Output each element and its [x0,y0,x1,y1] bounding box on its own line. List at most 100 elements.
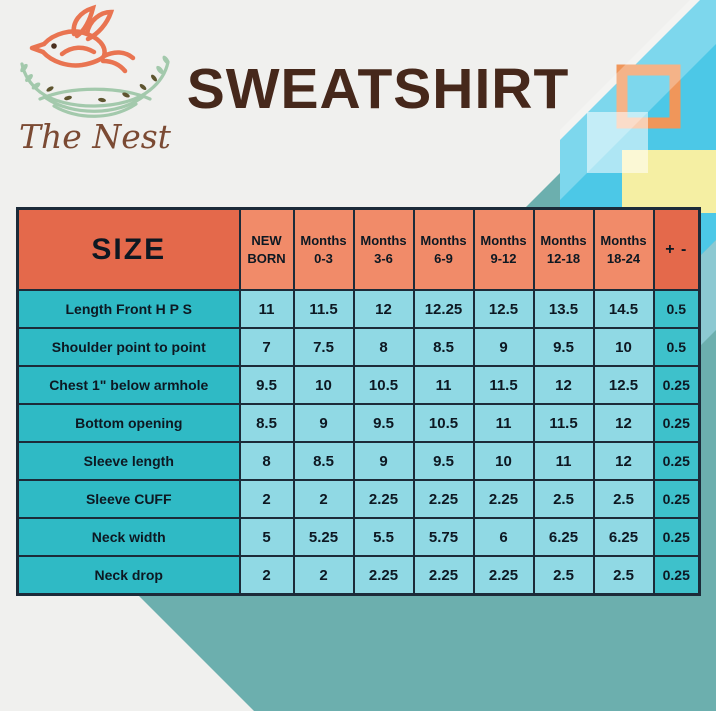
size-table-wrap: SIZE NEW BORN Months 0-3 Months 3-6 Months 6-9 Mo… [16,207,701,596]
orange-frame-square [616,64,681,129]
size-value-cell: 0.5 [652,289,701,329]
size-value-cell: 5.75 [412,517,475,557]
page-title: SWEATSHIRT [186,57,570,121]
header-cell: Months 18-24 [592,207,655,291]
header-cell: NEW BORN [238,207,295,291]
size-value-cell: 0.25 [652,555,701,596]
table-row: Sleeve CUFF 2 2 2.25 2.25 2.25 2.5 2.5 0.25 [16,479,701,519]
size-value-cell: 2.5 [532,479,595,519]
size-table: SIZE NEW BORN Months 0-3 Months 3-6 Months 6-9 Mo… [16,207,701,596]
size-value-cell: 12 [532,365,595,405]
size-value-cell: 8 [238,441,295,481]
size-value-cell: 10 [472,441,535,481]
size-value-cell: 9.5 [352,403,415,443]
size-value-cell: 6.25 [592,517,655,557]
row-label-cell: Sleeve length [16,441,241,481]
size-value-cell: 11.5 [472,365,535,405]
row-label-cell: Shoulder point to point [16,327,241,367]
row-label-cell: Sleeve CUFF [16,479,241,519]
size-value-cell: 11.5 [532,403,595,443]
nest-icon [20,55,170,118]
size-value-cell: 9 [292,403,355,443]
header-cell: Months 0-3 [292,207,355,291]
size-value-cell: 0.25 [652,365,701,405]
size-value-cell: 12 [592,403,655,443]
size-value-cell: 8.5 [292,441,355,481]
size-value-cell: 2 [292,555,355,596]
size-value-cell: 2 [238,479,295,519]
row-label-cell: Chest 1" below armhole [16,365,241,405]
row-label-cell: Neck width [16,517,241,557]
size-value-cell: 6.25 [532,517,595,557]
size-value-cell: 0.25 [652,403,701,443]
size-value-cell: 12.5 [472,289,535,329]
size-value-cell: 9.5 [412,441,475,481]
table-row: Chest 1" below armhole 9.5 10 10.5 11 11.5 12 1… [16,365,701,405]
header-cell: Months 12-18 [532,207,595,291]
row-label-cell: Length Front H P S [16,289,241,329]
size-value-cell: 10.5 [412,403,475,443]
size-value-cell: 2.5 [592,555,655,596]
size-value-cell: 10 [292,365,355,405]
size-value-cell: 12 [592,441,655,481]
size-value-cell: 9.5 [238,365,295,405]
size-value-cell: 12.25 [412,289,475,329]
size-value-cell: 0.25 [652,517,701,557]
size-value-cell: 9 [352,441,415,481]
size-value-cell: 8.5 [238,403,295,443]
row-label-cell: Neck drop [16,555,241,596]
size-value-cell: 9 [472,327,535,367]
header-cell: SIZE [16,207,241,291]
white-translucent-square [587,112,648,173]
white-sheen-band [560,0,716,200]
size-value-cell: 12.5 [592,365,655,405]
size-value-cell: 11 [238,289,295,329]
size-value-cell: 2 [238,555,295,596]
size-value-cell: 10.5 [352,365,415,405]
size-value-cell: 2.5 [532,555,595,596]
header-cell: Months 6-9 [412,207,475,291]
size-value-cell: 5 [238,517,295,557]
size-value-cell: 6 [472,517,535,557]
size-value-cell: 11.5 [292,289,355,329]
size-value-cell: 5.25 [292,517,355,557]
size-value-cell: 8.5 [412,327,475,367]
header-cell: Months 9-12 [472,207,535,291]
size-value-cell: 13.5 [532,289,595,329]
size-value-cell: 12 [352,289,415,329]
table-row: Length Front H P S 11 11.5 12 12.25 12.5 13.5 1… [16,289,701,329]
table-row: Bottom opening 8.5 9 9.5 10.5 11 11.5 12 0.25 [16,403,701,443]
size-value-cell: 2.25 [412,555,475,596]
size-value-cell: 2.25 [412,479,475,519]
table-row: Shoulder point to point 7 7.5 8 8.5 9 9.5 10 0.5 [16,327,701,367]
size-value-cell: 0.25 [652,441,701,481]
brand-logo: The Nest [19,4,172,156]
size-value-cell: 2.25 [352,555,415,596]
size-table-body: Length Front H P S 11 11.5 12 12.25 12.5 13.5 1… [16,289,701,596]
size-value-cell: 11 [532,441,595,481]
size-value-cell: 2.5 [592,479,655,519]
size-value-cell: 2.25 [472,479,535,519]
size-value-cell: 7.5 [292,327,355,367]
size-value-cell: 14.5 [592,289,655,329]
size-value-cell: 2 [292,479,355,519]
size-table-header: SIZE NEW BORN Months 0-3 Months 3-6 Months 6-9 Mo… [16,207,701,291]
header-cell: Months 3-6 [352,207,415,291]
size-value-cell: 11 [412,365,475,405]
table-row: Sleeve length 8 8.5 9 9.5 10 11 12 0.25 [16,441,701,481]
size-value-cell: 0.25 [652,479,701,519]
size-value-cell: 9.5 [532,327,595,367]
size-value-cell: 2.25 [472,555,535,596]
size-value-cell: 10 [592,327,655,367]
size-value-cell: 7 [238,327,295,367]
table-row: Neck width 5 5.25 5.5 5.75 6 6.25 6.25 0.25 [16,517,701,557]
brand-script-text: The Nest [19,117,172,156]
size-value-cell: 8 [352,327,415,367]
row-label-cell: Bottom opening [16,403,241,443]
header-cell: + - [652,207,701,291]
size-value-cell: 0.5 [652,327,701,367]
size-value-cell: 2.25 [352,479,415,519]
size-value-cell: 11 [472,403,535,443]
bird-icon [29,4,136,74]
